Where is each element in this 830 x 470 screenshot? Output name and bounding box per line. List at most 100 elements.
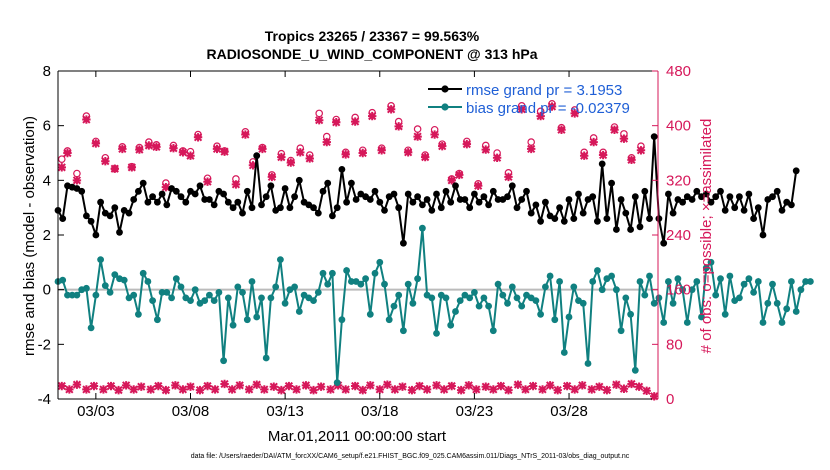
obs-assimilated-marker [57, 163, 66, 172]
bias-data-point [551, 316, 559, 324]
bias-data-point [258, 294, 265, 302]
bias-data-point [120, 276, 128, 284]
rmse-data-point [262, 193, 270, 201]
y-axis-right-label: # of obs: o=possible; ×=assimilated [698, 119, 715, 354]
obs-assimilated-marker [326, 385, 335, 394]
obs-assimilated-marker [504, 172, 513, 182]
rmse-data-point [589, 193, 597, 201]
rmse-data-point [579, 209, 587, 217]
bias-data-point [712, 291, 720, 299]
rmse-data-point [371, 187, 379, 195]
rmse-data-point [679, 198, 686, 206]
rmse-data-point [456, 196, 464, 203]
rmse-data-point [258, 201, 265, 209]
obs-assimilated-marker [244, 385, 254, 394]
rmse-data-point [419, 201, 426, 209]
obs-assimilated-marker [602, 385, 612, 395]
obs-assimilated-marker [547, 102, 557, 111]
obs-assimilated-marker [322, 137, 331, 147]
bias-data-point [594, 267, 601, 274]
obs-assimilated-marker [227, 385, 237, 394]
rmse-data-point [333, 204, 341, 212]
obs-assimilated-marker [358, 148, 367, 158]
y-left-tick-label: 4 [43, 172, 51, 189]
bias-data-point [802, 278, 809, 285]
obs-assimilated-marker [127, 163, 137, 172]
rmse-data-point [513, 204, 521, 212]
obs-assimilated-marker [186, 382, 195, 391]
obs-assimilated-marker [439, 385, 449, 394]
legend-rmse-marker [441, 85, 449, 93]
rmse-data-point [731, 204, 739, 212]
obs-assimilated-marker [383, 380, 392, 389]
obs-assimilated-marker [447, 176, 456, 185]
rmse-data-point [532, 201, 540, 209]
bias-data-point [740, 280, 748, 288]
bias-data-point [622, 294, 630, 302]
obs-assimilated-marker [101, 157, 110, 166]
y-left-tick-label: -2 [38, 336, 51, 353]
series-lines [54, 133, 814, 386]
y-left-tick-label: 2 [43, 227, 51, 244]
obs-assimilated-marker [241, 130, 250, 139]
rmse-data-point [598, 160, 606, 168]
bias-data-point [191, 286, 199, 294]
bias-data-point [234, 283, 242, 291]
obs-assimilated-marker [367, 111, 377, 121]
bias-data-point [584, 360, 592, 367]
y-left-tick-label: 6 [43, 118, 51, 135]
obs-assimilated-marker [154, 381, 163, 391]
obs-assimilated-marker [377, 146, 386, 155]
bias-data-point [168, 294, 176, 302]
bias-data-point [480, 294, 488, 302]
rmse-data-point [163, 201, 171, 209]
bias-data-point [466, 294, 474, 302]
rmse-data-point [172, 187, 180, 195]
bias-data-point [390, 302, 398, 310]
obs-assimilated-marker [203, 177, 212, 186]
obs-assimilated-marker [186, 151, 195, 160]
rmse-data-point [518, 196, 526, 203]
rmse-data-point [239, 209, 246, 217]
rmse-data-point [248, 204, 256, 212]
obs-assimilated-marker [619, 134, 629, 143]
y-right-tick-label: 0 [666, 391, 674, 408]
bias-data-point [797, 286, 805, 294]
obs-assimilated-marker [650, 392, 659, 401]
bias-data-point [253, 313, 261, 321]
rmse-data-point [390, 190, 398, 198]
obs-assimilated-marker [110, 164, 119, 173]
bias-data-point [139, 269, 147, 277]
obs-assimilated-marker [447, 381, 456, 391]
bias-data-point [385, 316, 393, 324]
rmse-data-point [504, 193, 511, 201]
chart-title-line-1: Tropics 23265 / 23367 = 99.563% [265, 28, 480, 44]
rmse-data-point [234, 198, 242, 206]
bias-data-point [409, 299, 417, 307]
obs-assimilated-marker [260, 385, 269, 394]
bias-data-point [508, 283, 516, 291]
plot-area [58, 71, 658, 399]
obs-assimilated-marker [63, 148, 72, 158]
bias-data-point [513, 294, 521, 302]
rmse-data-point [556, 204, 563, 212]
bias-data-point [248, 278, 256, 285]
rmse-data-point [688, 196, 696, 203]
rmse-data-point [452, 182, 459, 190]
bias-data-point [452, 308, 459, 315]
rmse-data-point [461, 196, 469, 203]
bias-data-point [556, 278, 563, 285]
rmse-data-point [267, 182, 275, 190]
bias-data-point [262, 354, 270, 362]
bias-data-point [111, 271, 119, 278]
bias-data-point [788, 278, 795, 285]
obs-assimilated-marker [456, 385, 466, 395]
rmse-data-point [286, 204, 294, 212]
bias-data-point [395, 291, 403, 299]
bias-data-point [717, 275, 724, 283]
rmse-data-point [97, 198, 104, 206]
x-axis-label: Mar.01,2011 00:00:00 start [268, 428, 447, 445]
rmse-data-point [177, 193, 185, 201]
obs-assimilated-marker [358, 385, 367, 395]
